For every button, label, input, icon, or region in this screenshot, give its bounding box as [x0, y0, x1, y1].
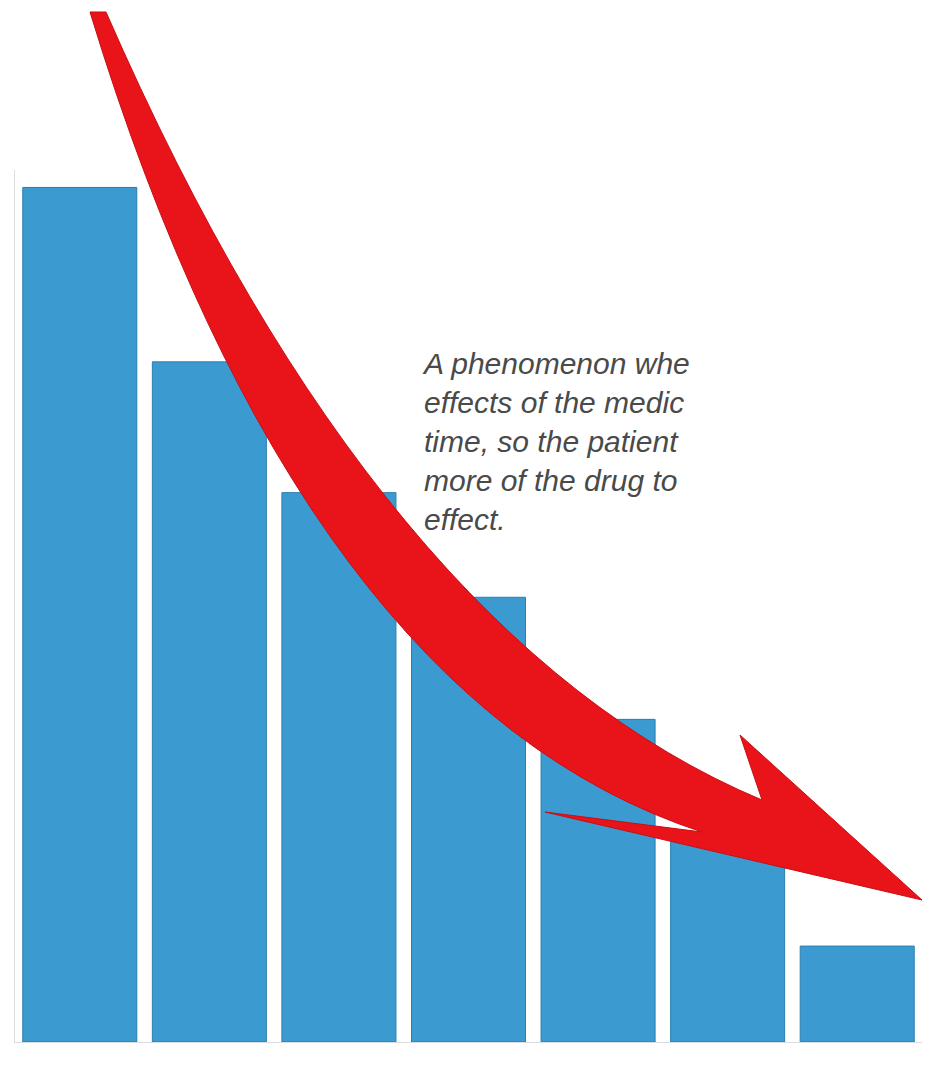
- svg-text:A phenomenon wheeffects of the: A phenomenon wheeffects of the medictime…: [422, 347, 690, 536]
